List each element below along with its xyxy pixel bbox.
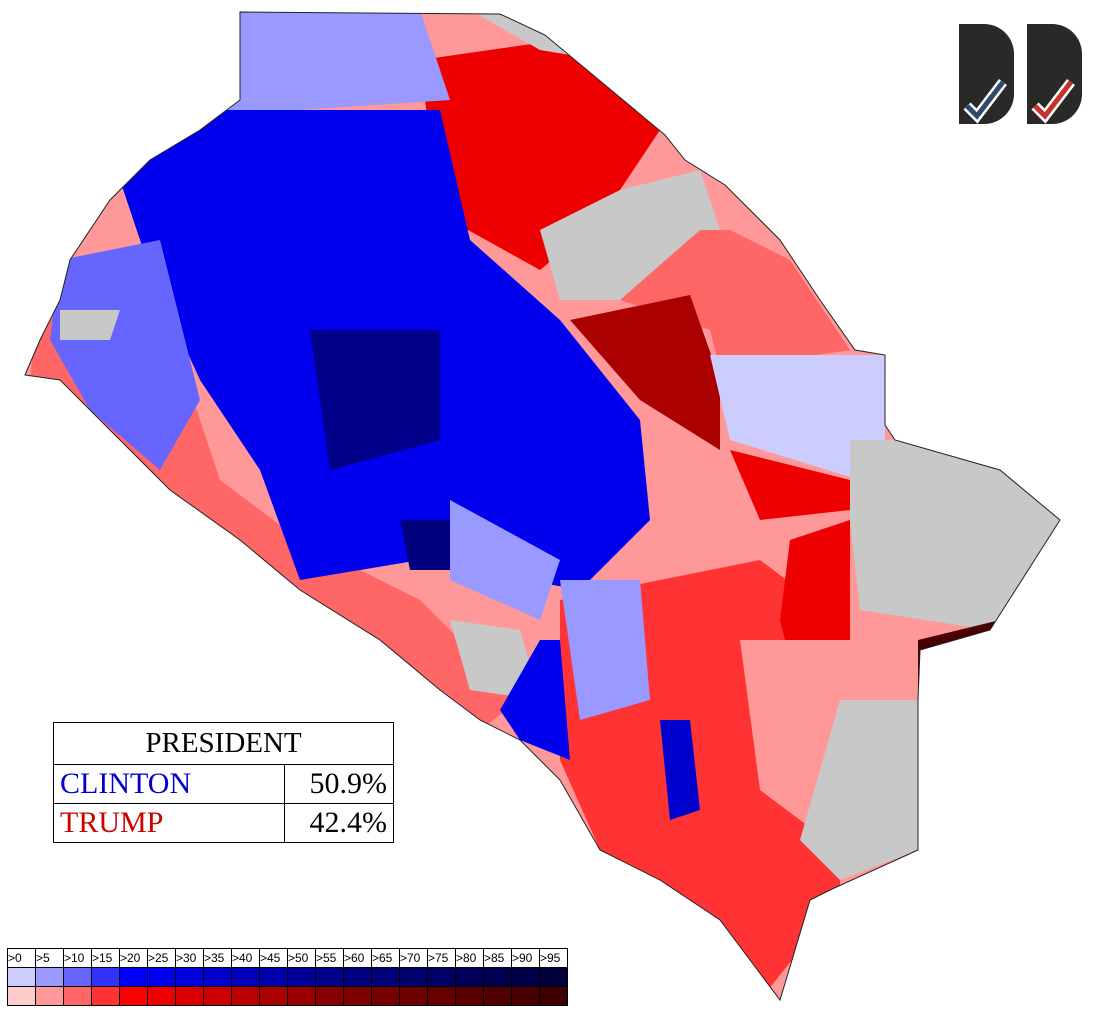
legend-swatch-clinton bbox=[175, 967, 204, 987]
county-outline bbox=[24, 11, 1061, 1002]
legend-swatch-clinton bbox=[231, 967, 260, 987]
legend-swatch-trump bbox=[455, 986, 484, 1006]
legend-swatch-trump bbox=[119, 986, 148, 1006]
legend-swatch-clinton bbox=[511, 967, 540, 987]
legend-swatch-trump bbox=[63, 986, 92, 1006]
region-blue-laguna bbox=[500, 640, 570, 760]
candidate-name: CLINTON bbox=[53, 764, 285, 804]
check-icon bbox=[963, 78, 1007, 124]
candidate-name: TRUMP bbox=[53, 803, 285, 843]
legend-swatch-clinton bbox=[91, 967, 120, 987]
legend-swatch-trump bbox=[231, 986, 260, 1006]
legend-swatch-clinton bbox=[539, 967, 568, 987]
region-gray-east bbox=[850, 440, 1060, 630]
legend-swatch-trump bbox=[35, 986, 64, 1006]
legend-threshold: >75 bbox=[427, 948, 456, 968]
legend-swatch-clinton bbox=[455, 967, 484, 987]
legend-threshold: >20 bbox=[119, 948, 148, 968]
candidate-row: TRUMP 42.4% bbox=[53, 803, 394, 843]
color-legend: >0 >5 >10 >15 >20 >25 >30 >35 >40 >45 >50 >55 >60 >65… bbox=[7, 948, 568, 1006]
region-blue-light-west bbox=[50, 240, 200, 470]
legend-swatch-clinton bbox=[343, 967, 372, 987]
region-gray-southeast bbox=[800, 700, 918, 880]
legend-threshold: >95 bbox=[539, 948, 568, 968]
legend-swatch-clinton bbox=[483, 967, 512, 987]
legend-threshold: >80 bbox=[455, 948, 484, 968]
legend-swatch-clinton bbox=[287, 967, 316, 987]
logo-blue-check bbox=[959, 24, 1014, 124]
legend-swatch-trump bbox=[399, 986, 428, 1006]
legend-threshold: >50 bbox=[287, 948, 316, 968]
legend-swatch-trump bbox=[203, 986, 232, 1006]
logo-red-check bbox=[1027, 24, 1082, 124]
legend-swatch-trump bbox=[7, 986, 36, 1006]
region-red-east bbox=[730, 450, 850, 520]
legend-swatch-trump bbox=[175, 986, 204, 1006]
legend-swatch-clinton bbox=[119, 967, 148, 987]
candidate-row: CLINTON 50.9% bbox=[53, 764, 394, 804]
legend-swatch-clinton bbox=[147, 967, 176, 987]
legend-threshold: >90 bbox=[511, 948, 540, 968]
legend-threshold: >40 bbox=[231, 948, 260, 968]
legend-swatch-trump bbox=[315, 986, 344, 1006]
results-title: PRESIDENT bbox=[53, 722, 394, 765]
region-gray-west bbox=[60, 310, 120, 340]
legend-swatch-clinton bbox=[7, 967, 36, 987]
legend-threshold: >70 bbox=[399, 948, 428, 968]
legend-swatch-trump bbox=[147, 986, 176, 1006]
legend-swatch-clinton bbox=[399, 967, 428, 987]
legend-swatch-clinton bbox=[35, 967, 64, 987]
legend-threshold: >55 bbox=[315, 948, 344, 968]
region-lavender-east bbox=[710, 355, 885, 480]
legend-swatch-clinton bbox=[315, 967, 344, 987]
region-mixed-south bbox=[560, 580, 650, 720]
legend-swatch-trump bbox=[427, 986, 456, 1006]
legend-swatch-clinton bbox=[259, 967, 288, 987]
region-blue-airport bbox=[450, 500, 560, 620]
legend-swatch-trump bbox=[539, 986, 568, 1006]
legend-threshold: >85 bbox=[483, 948, 512, 968]
legend-swatch-trump bbox=[371, 986, 400, 1006]
legend-swatch-clinton bbox=[371, 967, 400, 987]
legend-swatch-trump bbox=[91, 986, 120, 1006]
check-icon bbox=[1031, 78, 1075, 124]
legend-swatch-clinton bbox=[63, 967, 92, 987]
legend-threshold: >25 bbox=[147, 948, 176, 968]
legend-swatch-trump bbox=[259, 986, 288, 1006]
legend-swatch-clinton bbox=[427, 967, 456, 987]
legend-swatch-trump bbox=[511, 986, 540, 1006]
region-darkred-southeast bbox=[918, 620, 1000, 760]
candidate-pct: 42.4% bbox=[284, 803, 394, 843]
legend-threshold: >60 bbox=[343, 948, 372, 968]
legend-swatch-trump bbox=[343, 986, 372, 1006]
legend-swatch-trump bbox=[483, 986, 512, 1006]
legend-threshold: >65 bbox=[371, 948, 400, 968]
legend-threshold: >10 bbox=[63, 948, 92, 968]
legend-threshold: >5 bbox=[35, 948, 64, 968]
legend-threshold: >30 bbox=[175, 948, 204, 968]
legend-threshold: >45 bbox=[259, 948, 288, 968]
legend-swatch-trump bbox=[287, 986, 316, 1006]
region-navy-core bbox=[310, 330, 440, 470]
candidate-pct: 50.9% bbox=[284, 764, 394, 804]
region-blue-strip bbox=[660, 720, 700, 820]
region-northwest-mixed bbox=[220, 12, 450, 120]
region-darkred-east bbox=[570, 295, 720, 450]
legend-threshold: >35 bbox=[203, 948, 232, 968]
legend-threshold: >0 bbox=[7, 948, 36, 968]
legend-threshold: >15 bbox=[91, 948, 120, 968]
legend-swatch-clinton bbox=[203, 967, 232, 987]
region-gray-north-2 bbox=[540, 170, 720, 300]
region-salmon-east bbox=[620, 230, 850, 370]
results-table: PRESIDENT CLINTON 50.9% TRUMP 42.4% bbox=[53, 722, 394, 843]
